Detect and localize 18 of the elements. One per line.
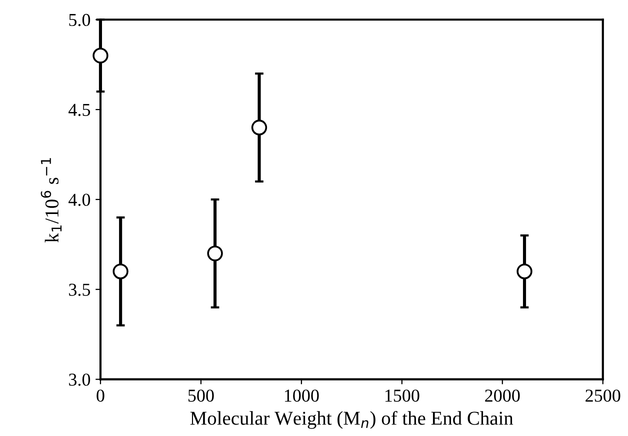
- x-axis-title: Molecular Weight (M$_{n}$) of the End Chain: [190, 410, 514, 429]
- y-tick-label: 4.5: [68, 104, 90, 116]
- y-tick-label: 5.0: [69, 14, 90, 26]
- x-tick-label: 2000: [485, 390, 520, 402]
- y-tick-label: 4.0: [68, 194, 90, 206]
- x-tick-label: 1500: [385, 390, 420, 402]
- x-tick-label: 2500: [586, 390, 620, 402]
- x-tick-label: 0: [96, 390, 104, 402]
- y-tick-label: 3.5: [69, 284, 90, 296]
- point: [92, 48, 108, 64]
- x-tick-label: 1000: [284, 390, 319, 402]
- point: [251, 120, 268, 136]
- y-tick-label: 3.0: [69, 374, 90, 386]
- point: [112, 264, 128, 280]
- y-axis-title: k$_{1}$/10$^{6}$ s$^{−1}$: [40, 158, 62, 242]
- point: [207, 246, 223, 262]
- x-tick-label: 500: [188, 390, 214, 402]
- point: [516, 264, 532, 280]
